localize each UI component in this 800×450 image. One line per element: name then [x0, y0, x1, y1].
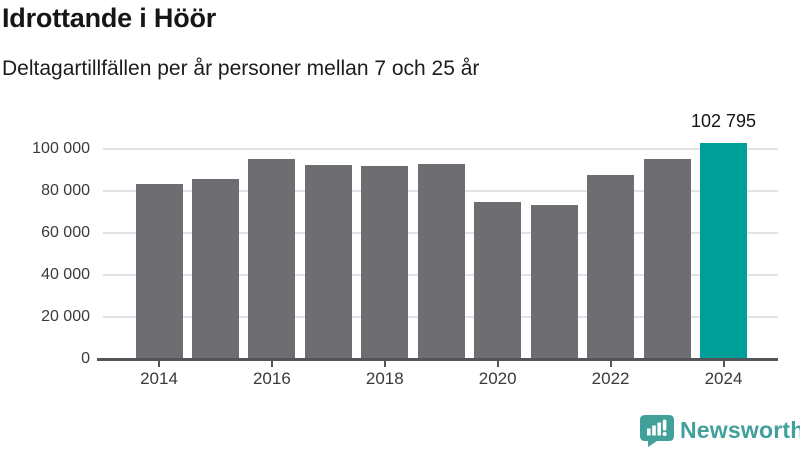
x-axis-tick-label: 2022	[591, 369, 630, 388]
bar-2014	[135, 184, 183, 359]
y-axis-tick-label: 0	[81, 350, 90, 367]
x-axis-tick-label: 2016	[252, 369, 291, 388]
y-axis-tick-label: 40 000	[41, 266, 90, 283]
y-axis-tick-label: 80 000	[41, 182, 90, 199]
x-axis-tick	[383, 361, 386, 367]
bar-2023	[643, 159, 691, 359]
bar-2018	[361, 166, 409, 359]
bar-2022	[587, 175, 635, 359]
x-axis-tick	[158, 361, 160, 367]
bar-2019	[417, 163, 465, 359]
y-axis-tick-label: 100 000	[32, 140, 90, 157]
x-axis-tick-label: 2014	[140, 369, 178, 388]
bar-2021	[530, 205, 578, 359]
y-axis-tick-label: 60 000	[41, 224, 90, 241]
x-axis-tick	[270, 361, 273, 367]
page-subtitle: Deltagartillfällen per år personer mella…	[2, 57, 480, 80]
bar-2016	[248, 159, 296, 359]
x-axis-line	[97, 358, 778, 361]
bar-2015	[191, 179, 239, 359]
x-axis-tick	[496, 361, 499, 367]
page-title: Idrottande i Höör	[2, 3, 217, 33]
bar-2020	[474, 201, 522, 359]
x-axis-tick-label: 2018	[365, 369, 404, 388]
brand-name: Newsworthy	[680, 417, 800, 443]
bar-2017	[304, 164, 352, 359]
brand-footer: Newsworthy	[640, 414, 800, 447]
x-axis-tick-label: 2020	[478, 369, 517, 388]
x-axis-tick	[609, 361, 612, 367]
bar-chart-speech-bubble-icon	[640, 414, 674, 447]
x-axis-tick	[722, 361, 725, 367]
x-axis-tick-label: 2024	[704, 369, 743, 388]
bar-2024	[700, 143, 747, 359]
bar-value-label: 102 795	[690, 111, 757, 131]
y-axis-tick-label: 20 000	[41, 308, 90, 325]
gridline	[103, 148, 778, 150]
